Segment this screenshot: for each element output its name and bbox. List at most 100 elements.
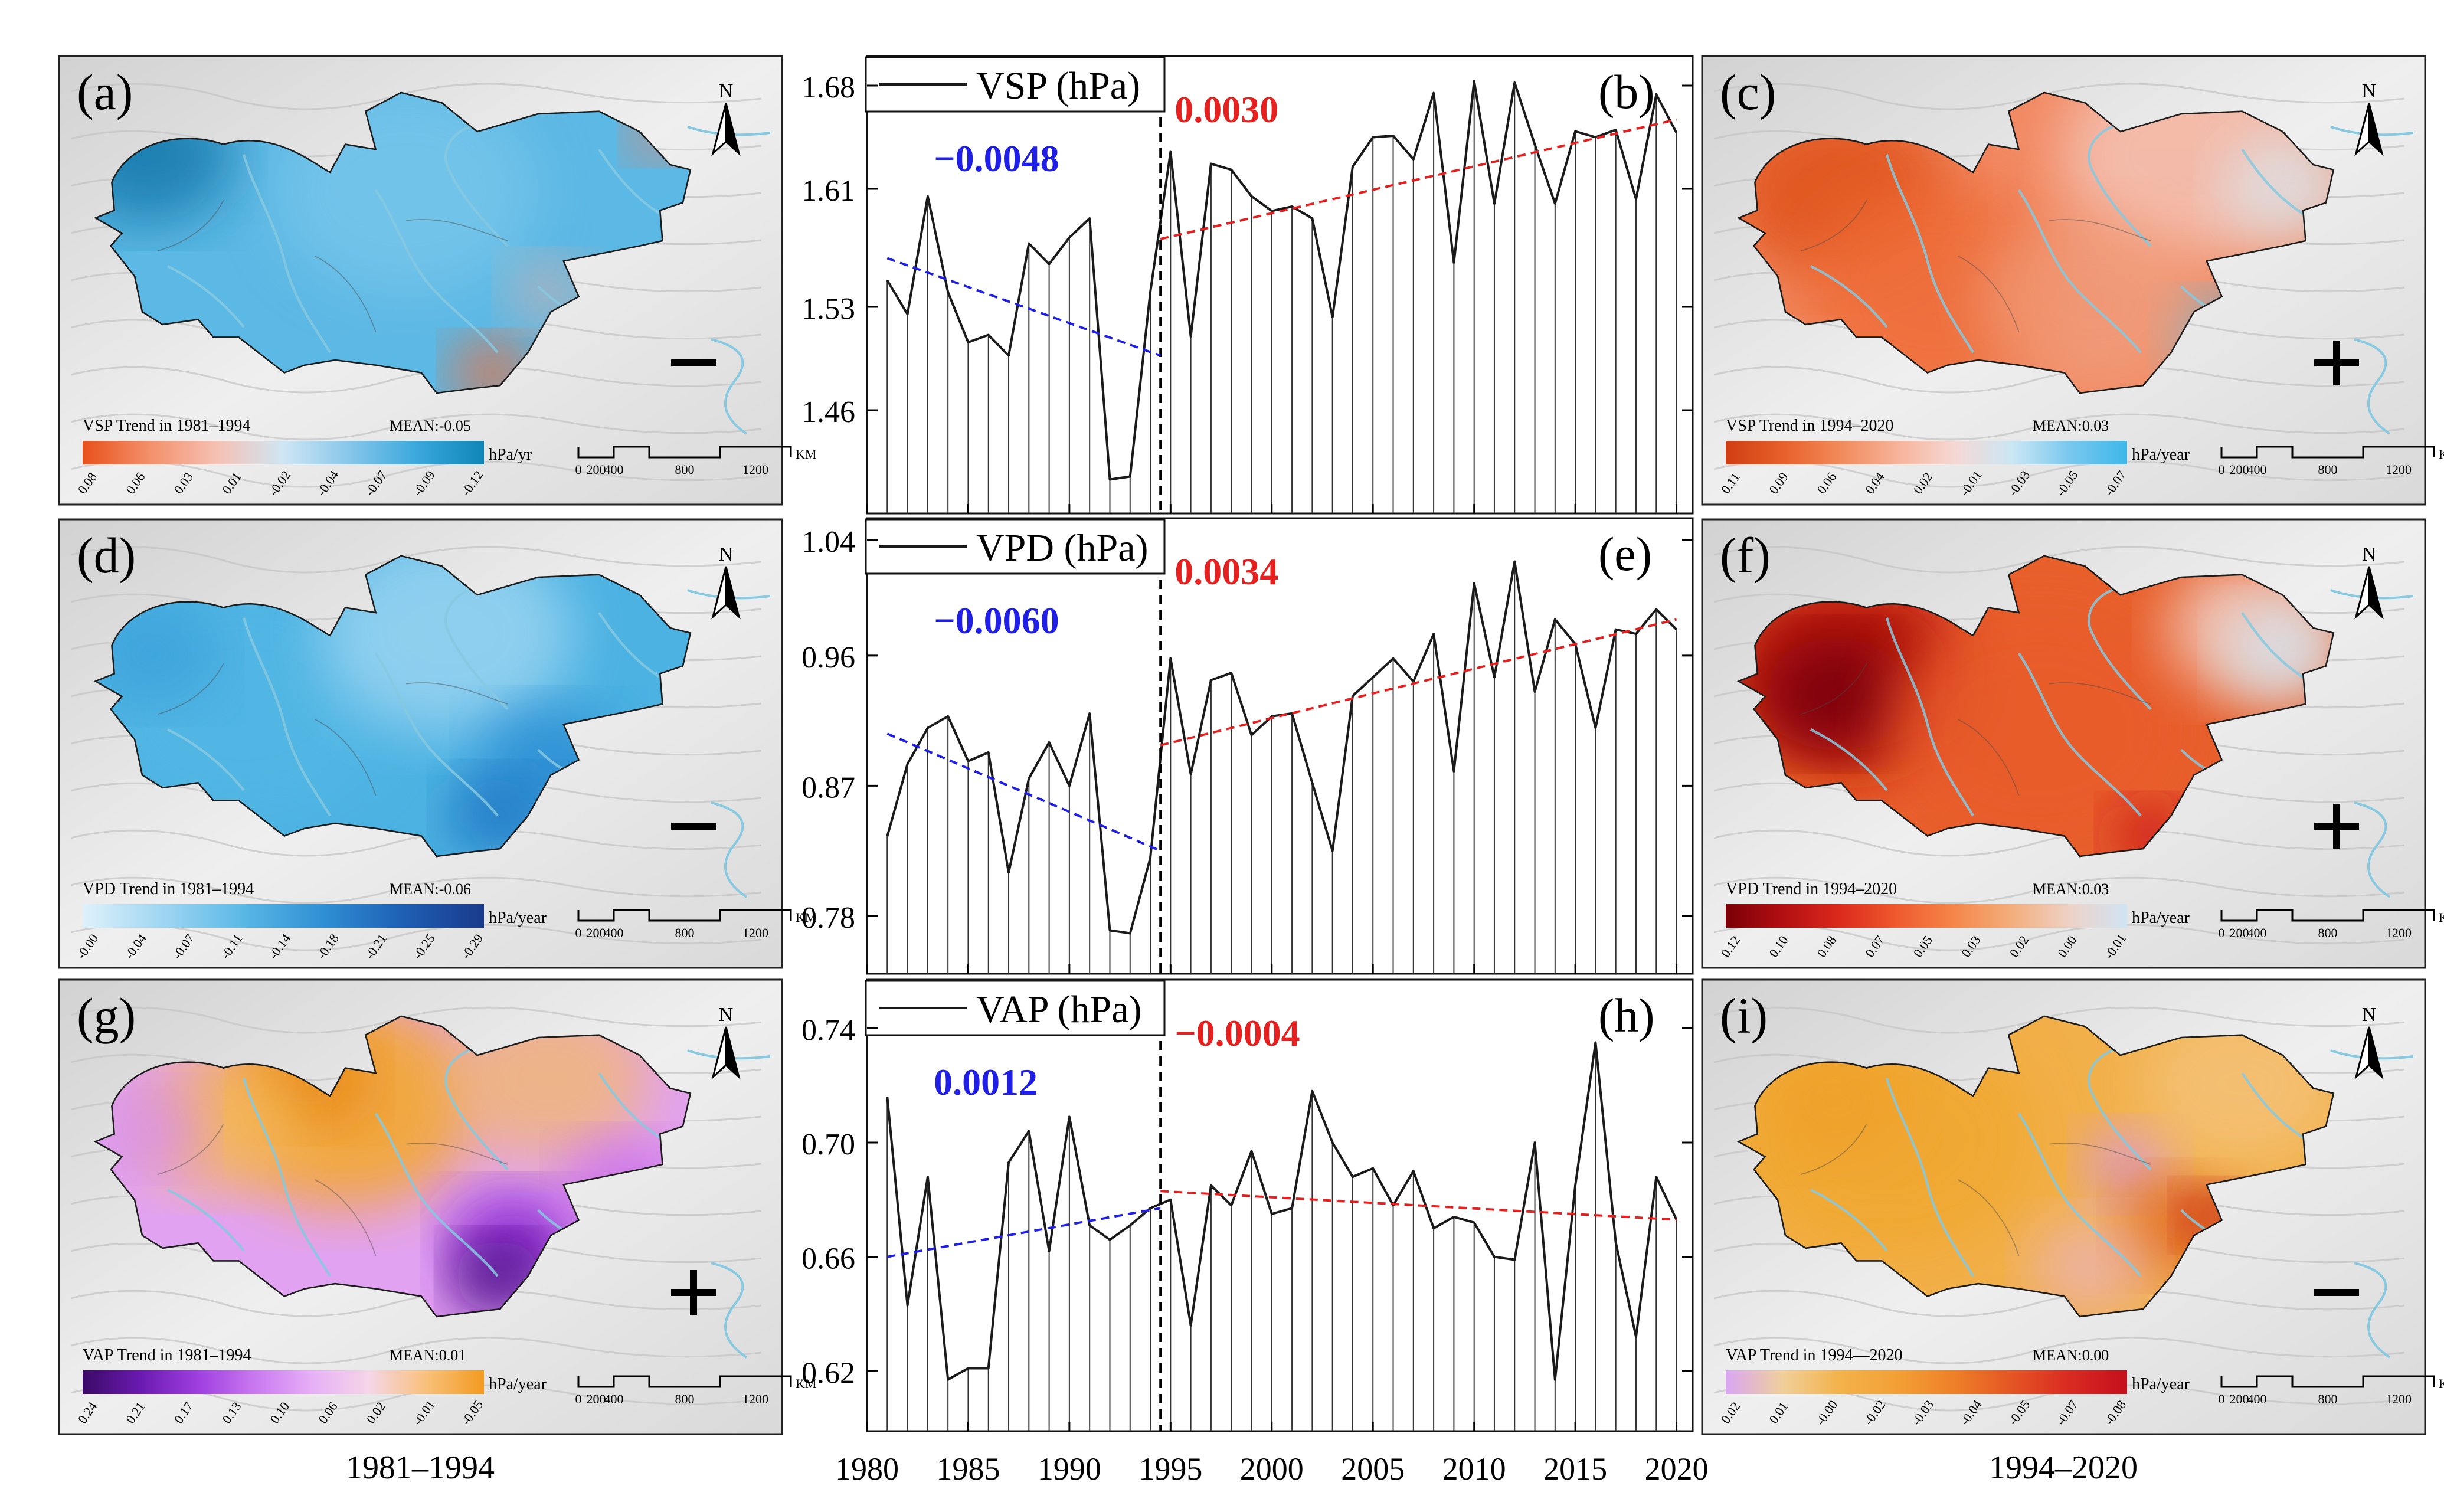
country-group <box>94 1015 692 1318</box>
map-title: VPD Trend in 1994–2020 <box>1726 880 1897 898</box>
x-tick-label: 2010 <box>1442 1451 1506 1487</box>
relief-line <box>70 460 762 488</box>
trend-label-before: 0.0012 <box>934 1061 1038 1103</box>
map-title: VSP Trend in 1994–2020 <box>1726 417 1893 435</box>
x-tick-label: 1990 <box>1038 1451 1101 1487</box>
y-tick-label: 1.53 <box>801 292 855 326</box>
relief-line <box>1713 460 2405 488</box>
map-mean: MEAN:-0.06 <box>390 881 471 898</box>
x-tick-label: 2005 <box>1341 1451 1405 1487</box>
scale-bar-line <box>577 909 792 922</box>
trend-patch <box>1760 1042 1912 1164</box>
series-line <box>886 1041 1678 1381</box>
map-title: VPD Trend in 1981–1994 <box>83 880 254 898</box>
north-arrow-icon: N <box>2354 1004 2384 1080</box>
scale-bar-line <box>2220 909 2435 922</box>
scale-tick: 400 <box>604 462 624 477</box>
trend-line-after <box>1160 618 1677 747</box>
scale-unit: KM <box>796 447 816 462</box>
scale-tick: 400 <box>604 1392 624 1406</box>
relief-line <box>70 1290 762 1317</box>
country-fill <box>95 1016 691 1317</box>
colorbar <box>83 441 484 464</box>
panel-letter: (c) <box>1720 64 1776 120</box>
colorbar <box>1726 1370 2127 1394</box>
scale-tick: 400 <box>2247 925 2267 940</box>
y-tick-label: 0.87 <box>801 771 855 804</box>
scale-unit: KM <box>2439 447 2444 462</box>
scale-unit: KM <box>2439 910 2444 925</box>
map-panel-a: (a) N VSP Trend in 1981–1994 MEAN:-0.05 hPa/… <box>58 55 816 506</box>
trend-line-before <box>886 1207 1161 1258</box>
colorbar <box>1726 904 2127 928</box>
legend: VAP (hPa) <box>865 980 1166 1036</box>
north-label: N <box>2362 544 2377 565</box>
colorbar-unit: hPa/year <box>489 909 547 927</box>
y-tick-label: 1.61 <box>801 174 855 208</box>
colorbar <box>1726 441 2127 464</box>
plot-frame <box>866 978 1694 1432</box>
scale-bar-line <box>2220 1375 2435 1388</box>
x-tick-label: 2015 <box>1543 1451 1607 1487</box>
north-arrow-icon: N <box>711 80 741 156</box>
scale-tick: 200 <box>587 925 606 940</box>
scale-unit: KM <box>2439 1376 2444 1391</box>
north-arrow-right <box>725 1026 741 1080</box>
legend-label: VSP (hPa) <box>976 64 1140 107</box>
north-label: N <box>2362 1004 2377 1026</box>
colorbar-unit: hPa/year <box>2132 909 2190 927</box>
river-line <box>711 801 748 898</box>
scale-bar-line <box>577 1375 792 1388</box>
map-title: VSP Trend in 1981–1994 <box>83 417 250 435</box>
trend-label-before: −0.0048 <box>934 138 1059 179</box>
map-panel-f: (f) N VPD Trend in 1994–2020 MEAN:0.03 hPa/y… <box>1701 518 2444 969</box>
scale-tick: 800 <box>2318 925 2338 940</box>
river-line <box>711 1262 748 1359</box>
scale-tick: 0 <box>2219 925 2225 940</box>
y-tick-label: 1.04 <box>801 525 855 559</box>
panel-letter: (b) <box>1598 65 1655 119</box>
scale-tick: 0 <box>575 1392 582 1406</box>
y-tick-label: 0.74 <box>801 1013 855 1047</box>
scale-tick: 1200 <box>742 462 768 477</box>
series-line <box>886 80 1678 481</box>
x-tick-label: 1995 <box>1138 1451 1202 1487</box>
map-panel-g: (g) N VAP Trend in 1981–1994 MEAN:0.01 hPa/y… <box>58 978 816 1435</box>
panel-letter: (h) <box>1598 989 1655 1042</box>
x-tick-label: 1980 <box>835 1451 899 1487</box>
scale-bar <box>2220 909 2435 922</box>
scale-bar-line <box>2220 446 2435 459</box>
relief-line <box>70 366 762 394</box>
relief-line <box>70 413 762 441</box>
panel-letter: (g) <box>77 987 136 1044</box>
north-arrow-right <box>2368 103 2384 156</box>
map-mean: MEAN:0.01 <box>390 1347 466 1364</box>
plus-sign <box>2314 341 2359 385</box>
left-column-label: 1981–1994 <box>346 1449 495 1486</box>
relief-line <box>1713 366 2405 394</box>
scale-tick: 1200 <box>742 925 768 940</box>
north-arrow-icon: N <box>2354 544 2384 620</box>
north-label: N <box>2362 80 2377 102</box>
relief-line <box>1713 1337 2405 1364</box>
plus-sign <box>2314 804 2359 849</box>
plus-sign <box>671 1270 716 1315</box>
scale-tick: 200 <box>2230 462 2249 477</box>
map-mean: MEAN:0.03 <box>2033 417 2109 434</box>
scale-bar <box>2220 1375 2435 1388</box>
legend: VSP (hPa) <box>865 56 1166 113</box>
colorbar-unit: hPa/year <box>2132 1375 2190 1393</box>
x-tick-label: 1985 <box>936 1451 1000 1487</box>
north-arrow-icon: N <box>711 1004 741 1080</box>
panel-letter: (d) <box>77 527 136 584</box>
north-arrow-right <box>2368 1026 2384 1080</box>
y-tick-label: 0.78 <box>801 901 855 935</box>
x-tick-label: 2000 <box>1240 1451 1304 1487</box>
relief-line <box>70 876 762 904</box>
scale-tick: 0 <box>2219 462 2225 477</box>
relief-line <box>1713 1290 2405 1317</box>
relief-line <box>1713 876 2405 904</box>
north-arrow-icon: N <box>711 544 741 620</box>
y-tick-label: 0.96 <box>801 641 855 675</box>
scale-tick: 200 <box>587 1392 606 1406</box>
